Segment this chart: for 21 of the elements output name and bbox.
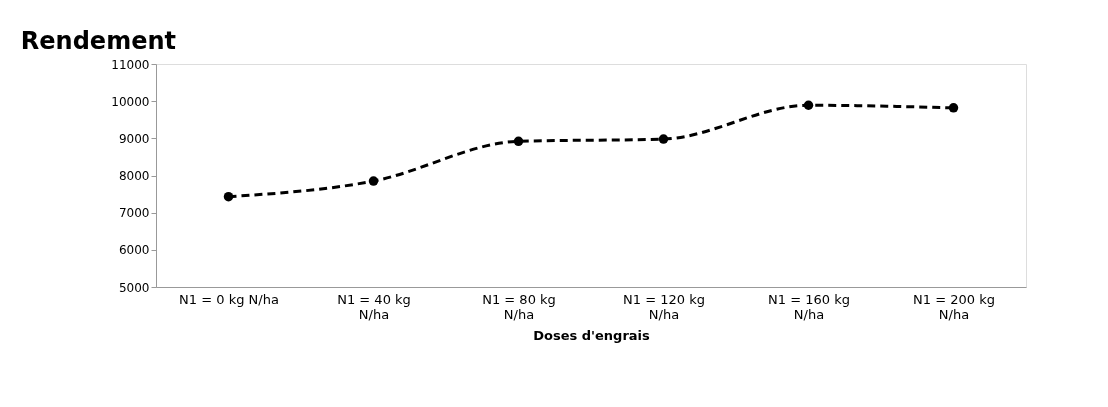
x-tick-label: N1 = 0 kg N/ha bbox=[179, 291, 279, 307]
x-tick-label: N1 = 80 kg N/ha bbox=[482, 291, 556, 322]
point bbox=[223, 191, 234, 202]
y-tick-label: 10000 bbox=[111, 94, 150, 109]
point bbox=[948, 103, 959, 113]
x-tick-label: N1 = 160 kg N/ha bbox=[768, 291, 850, 322]
y-tick-label: 11000 bbox=[111, 57, 150, 72]
y-tick-label: 5000 bbox=[118, 280, 150, 295]
x-tick-label: N1 = 40 kg N/ha bbox=[337, 291, 411, 322]
y-tick-label: 7000 bbox=[118, 206, 150, 221]
y-tick-label: 6000 bbox=[118, 243, 150, 258]
y-tick-label: 9000 bbox=[118, 131, 150, 146]
chart-title: Rendement bbox=[20, 27, 176, 55]
point bbox=[368, 176, 379, 186]
point bbox=[658, 134, 669, 144]
y-tick-label: 8000 bbox=[118, 169, 150, 183]
x-axis-title: Doses d'engrais bbox=[533, 327, 651, 343]
x-tick-label: N1 = 200 kg N/ha bbox=[913, 291, 995, 322]
point bbox=[513, 136, 524, 147]
x-tick-label: N1 = 120 kg N/ha bbox=[623, 291, 705, 322]
point bbox=[803, 100, 814, 110]
